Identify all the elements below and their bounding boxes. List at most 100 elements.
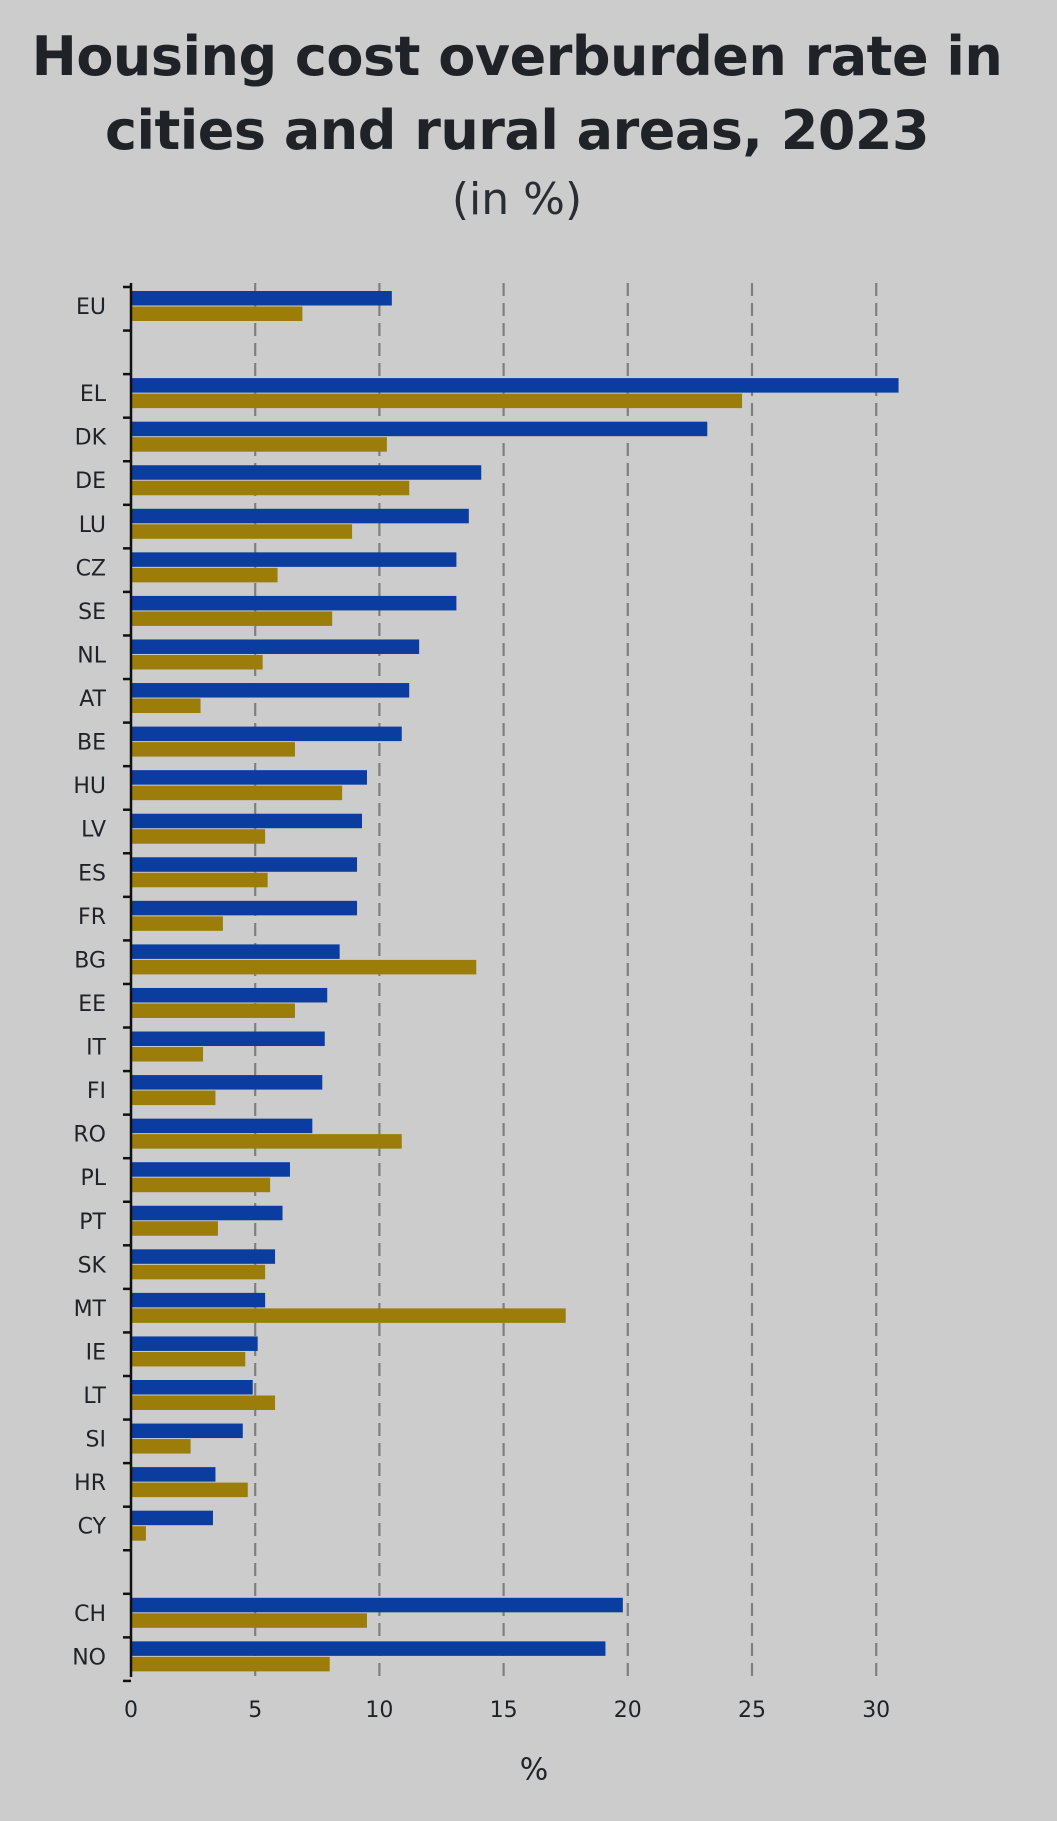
bar-lt-series-2 bbox=[131, 1395, 276, 1410]
category-label-nl: NL bbox=[77, 643, 106, 668]
category-label-eu: EU bbox=[76, 295, 106, 320]
bar-dk-series-1 bbox=[131, 421, 708, 437]
x-axis-title: % bbox=[520, 1753, 549, 1788]
bar-pl-series-1 bbox=[131, 1162, 290, 1177]
bar-mt-series-2 bbox=[131, 1308, 566, 1323]
category-label-lu: LU bbox=[79, 513, 106, 538]
category-label-mt: MT bbox=[74, 1297, 107, 1322]
bar-lu-series-1 bbox=[131, 508, 469, 524]
bar-de-series-1 bbox=[131, 465, 482, 480]
x-tick-label-30: 30 bbox=[862, 1698, 890, 1723]
category-label-lt: LT bbox=[83, 1384, 106, 1409]
bar-bg-series-2 bbox=[131, 959, 477, 975]
chart-title-line-1: Housing cost overburden rate in bbox=[31, 25, 1003, 88]
category-label-el: EL bbox=[80, 382, 107, 407]
bar-es-series-2 bbox=[131, 872, 268, 888]
bar-ch-series-2 bbox=[131, 1613, 367, 1628]
bar-at-series-2 bbox=[131, 698, 201, 714]
category-label-at: AT bbox=[79, 687, 106, 712]
category-label-hu: HU bbox=[73, 774, 106, 799]
bar-de-series-2 bbox=[131, 480, 410, 496]
bar-ie-series-2 bbox=[131, 1351, 246, 1367]
bar-ee-series-1 bbox=[131, 987, 328, 1003]
chart-title-line-2: cities and rural areas, 2023 bbox=[104, 99, 930, 162]
category-label-es: ES bbox=[78, 861, 106, 886]
category-label-de: DE bbox=[75, 469, 106, 494]
bar-ee-series-2 bbox=[131, 1003, 295, 1018]
category-label-fi: FI bbox=[87, 1079, 106, 1104]
x-tick-label-10: 10 bbox=[365, 1698, 393, 1723]
bar-no-series-1 bbox=[131, 1641, 606, 1656]
category-label-cz: CZ bbox=[76, 556, 106, 581]
bar-fi-series-1 bbox=[131, 1075, 323, 1090]
bar-it-series-2 bbox=[131, 1047, 204, 1062]
category-label-no: NO bbox=[72, 1645, 106, 1670]
bar-fr-series-2 bbox=[131, 916, 223, 931]
bar-lu-series-2 bbox=[131, 524, 353, 539]
bar-at-series-1 bbox=[131, 683, 410, 698]
bar-cy-series-1 bbox=[131, 1510, 213, 1526]
bar-mt-series-1 bbox=[131, 1292, 266, 1308]
category-label-bg: BG bbox=[74, 948, 106, 973]
category-label-cy: CY bbox=[78, 1515, 107, 1540]
bar-pl-series-2 bbox=[131, 1177, 271, 1193]
bar-lv-series-1 bbox=[131, 813, 363, 829]
bar-si-series-2 bbox=[131, 1439, 191, 1454]
category-label-fr: FR bbox=[78, 905, 106, 930]
bar-si-series-1 bbox=[131, 1423, 243, 1439]
bar-es-series-1 bbox=[131, 857, 358, 872]
bar-lt-series-1 bbox=[131, 1380, 253, 1395]
category-label-be: BE bbox=[77, 731, 106, 756]
category-label-si: SI bbox=[86, 1428, 106, 1453]
bar-fi-series-2 bbox=[131, 1090, 216, 1106]
bar-eu-series-1 bbox=[131, 291, 392, 306]
category-label-dk: DK bbox=[75, 426, 107, 451]
bar-hr-series-2 bbox=[131, 1482, 248, 1498]
bar-sk-series-2 bbox=[131, 1264, 266, 1280]
category-label-sk: SK bbox=[78, 1253, 107, 1278]
bar-hr-series-1 bbox=[131, 1467, 216, 1482]
bar-ro-series-2 bbox=[131, 1134, 402, 1149]
bar-pt-series-2 bbox=[131, 1221, 218, 1236]
bar-el-series-1 bbox=[131, 378, 899, 393]
category-label-ie: IE bbox=[86, 1340, 106, 1365]
bar-it-series-1 bbox=[131, 1031, 325, 1047]
bar-el-series-2 bbox=[131, 393, 743, 409]
bar-hu-series-2 bbox=[131, 785, 343, 801]
bar-no-series-2 bbox=[131, 1656, 330, 1672]
bar-se-series-1 bbox=[131, 595, 457, 611]
category-label-it: IT bbox=[86, 1036, 106, 1061]
bar-pt-series-1 bbox=[131, 1205, 283, 1221]
bar-cy-series-2 bbox=[131, 1526, 146, 1541]
bar-hu-series-1 bbox=[131, 770, 367, 785]
category-label-lv: LV bbox=[81, 818, 106, 843]
x-tick-label-0: 0 bbox=[124, 1698, 138, 1723]
bar-be-series-1 bbox=[131, 726, 402, 742]
category-label-ro: RO bbox=[73, 1123, 106, 1148]
chart-title: Housing cost overburden rate in cities a… bbox=[0, 20, 1034, 168]
category-label-pl: PL bbox=[80, 1166, 106, 1191]
bar-se-series-2 bbox=[131, 611, 333, 626]
bar-ro-series-1 bbox=[131, 1118, 313, 1134]
bar-sk-series-1 bbox=[131, 1249, 276, 1264]
category-label-pt: PT bbox=[79, 1210, 106, 1235]
category-label-hr: HR bbox=[74, 1471, 106, 1496]
category-label-se: SE bbox=[78, 600, 106, 625]
bar-nl-series-2 bbox=[131, 654, 263, 670]
bar-ie-series-1 bbox=[131, 1336, 258, 1351]
bar-bg-series-1 bbox=[131, 944, 340, 959]
bar-ch-series-1 bbox=[131, 1597, 623, 1613]
bar-cz-series-1 bbox=[131, 552, 457, 567]
category-label-ch: CH bbox=[74, 1602, 106, 1627]
x-tick-label-25: 25 bbox=[738, 1698, 766, 1723]
bar-nl-series-1 bbox=[131, 639, 420, 654]
category-label-ee: EE bbox=[78, 992, 106, 1017]
bar-lv-series-2 bbox=[131, 829, 266, 844]
bar-cz-series-2 bbox=[131, 567, 278, 583]
x-tick-label-15: 15 bbox=[490, 1698, 518, 1723]
bar-fr-series-1 bbox=[131, 900, 358, 916]
title-block: Housing cost overburden rate in cities a… bbox=[0, 20, 1034, 230]
bar-be-series-2 bbox=[131, 742, 295, 757]
x-tick-label-5: 5 bbox=[248, 1698, 262, 1723]
